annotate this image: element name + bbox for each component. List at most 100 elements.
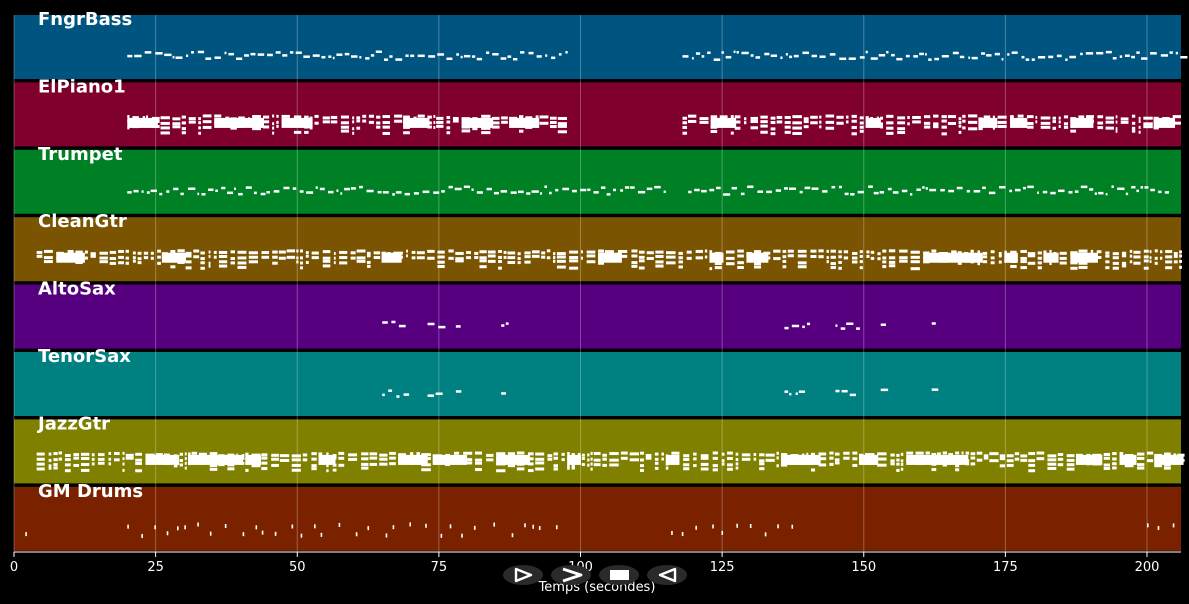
note xyxy=(961,451,964,455)
note xyxy=(198,131,201,135)
note xyxy=(507,55,512,58)
note xyxy=(109,250,117,254)
note xyxy=(997,120,1007,124)
note xyxy=(1059,261,1067,265)
next-button[interactable] xyxy=(551,565,591,585)
note xyxy=(362,114,367,118)
note xyxy=(1164,191,1170,194)
note xyxy=(1105,120,1114,124)
note xyxy=(282,54,288,57)
note xyxy=(1131,121,1136,125)
note xyxy=(899,256,908,260)
note xyxy=(127,54,133,58)
play-button[interactable] xyxy=(503,565,543,585)
note xyxy=(237,250,247,254)
note xyxy=(978,127,983,131)
note xyxy=(198,117,201,121)
note xyxy=(236,57,243,61)
note xyxy=(387,254,391,258)
note xyxy=(449,524,452,529)
note xyxy=(36,254,43,258)
note xyxy=(629,458,639,462)
note xyxy=(556,259,566,263)
note xyxy=(389,462,396,466)
note xyxy=(411,250,416,254)
note xyxy=(176,526,179,531)
note xyxy=(784,326,789,330)
note xyxy=(880,116,883,120)
note xyxy=(511,533,514,538)
rewind-icon xyxy=(658,567,677,583)
note xyxy=(184,452,187,456)
note xyxy=(263,115,270,119)
note xyxy=(1063,122,1069,126)
note xyxy=(569,266,579,270)
track-band xyxy=(14,284,1181,349)
note xyxy=(84,250,88,254)
note xyxy=(127,191,132,194)
note xyxy=(155,453,163,457)
note xyxy=(776,456,779,460)
note xyxy=(910,255,920,259)
note xyxy=(981,52,986,55)
note xyxy=(1144,186,1149,189)
note xyxy=(719,115,728,119)
note xyxy=(471,188,474,191)
note xyxy=(776,451,779,455)
note xyxy=(764,532,767,537)
note xyxy=(1103,452,1110,456)
note xyxy=(877,457,887,461)
note xyxy=(836,121,844,125)
note xyxy=(859,116,864,120)
back-button[interactable] xyxy=(647,565,687,585)
note xyxy=(736,51,739,54)
note xyxy=(225,119,230,123)
note xyxy=(999,464,1005,468)
note xyxy=(989,452,999,456)
note xyxy=(53,452,58,456)
note xyxy=(818,463,827,467)
note xyxy=(1112,452,1117,456)
note xyxy=(1136,189,1139,193)
note xyxy=(1124,457,1134,461)
note xyxy=(1078,249,1088,253)
note xyxy=(48,452,52,456)
note xyxy=(850,193,855,196)
note xyxy=(1140,186,1144,189)
note xyxy=(519,120,524,124)
note xyxy=(886,50,889,54)
note xyxy=(810,115,818,119)
note xyxy=(135,469,142,473)
note xyxy=(1149,256,1152,260)
note xyxy=(73,453,80,457)
note xyxy=(1058,189,1065,193)
note xyxy=(925,451,930,455)
note xyxy=(132,251,136,255)
note xyxy=(663,190,666,194)
stop-button[interactable] xyxy=(599,565,639,585)
note xyxy=(1010,250,1017,254)
note xyxy=(373,256,381,260)
note xyxy=(519,115,524,119)
note xyxy=(438,325,446,329)
stop-icon xyxy=(610,570,629,580)
note xyxy=(741,51,749,55)
note xyxy=(1117,187,1125,191)
note xyxy=(1157,525,1160,530)
note xyxy=(734,126,741,130)
note xyxy=(1112,256,1119,260)
note xyxy=(877,252,881,256)
note xyxy=(1004,250,1007,254)
note xyxy=(1056,54,1062,58)
note xyxy=(565,51,568,54)
note xyxy=(870,256,875,260)
track-band xyxy=(14,82,1181,147)
note xyxy=(366,189,374,193)
note xyxy=(811,187,819,190)
note xyxy=(361,452,369,456)
note xyxy=(487,254,496,258)
note xyxy=(338,463,345,467)
note xyxy=(709,267,713,271)
note xyxy=(64,458,71,462)
note xyxy=(410,461,414,465)
